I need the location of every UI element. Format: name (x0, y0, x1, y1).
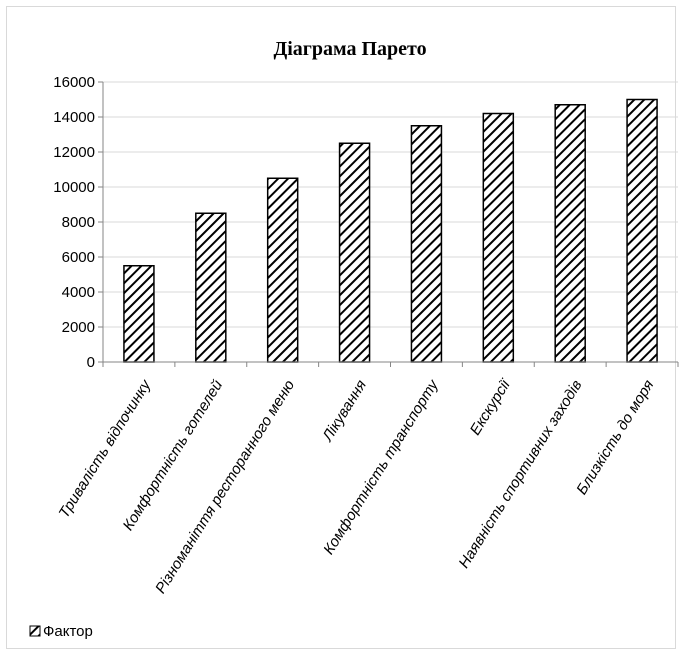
y-tick-label: 8000 (62, 214, 95, 231)
bar (554, 104, 586, 363)
y-axis-ticks: 0 2000 4000 6000 8000 10000 12000 14000 16000 (53, 74, 103, 371)
bar (482, 112, 515, 363)
legend-label: Фактор (43, 623, 93, 640)
bar (626, 98, 658, 363)
y-tick-label: 14000 (53, 109, 95, 126)
y-tick-label: 12000 (53, 144, 95, 161)
bar (195, 212, 227, 363)
chart-title: Діаграма Парето (273, 38, 426, 60)
y-tick-label: 16000 (53, 74, 95, 91)
x-category-label: Близкість до моря (573, 377, 657, 498)
bar (123, 265, 155, 363)
gridlines (103, 81, 678, 328)
x-category-label: Різноманіття ресторанного меню (152, 377, 298, 597)
bar (410, 125, 443, 363)
y-tick-label: 2000 (62, 319, 95, 336)
y-tick-label: 10000 (53, 179, 95, 196)
legend: Фактор (29, 623, 93, 640)
axes (102, 82, 679, 367)
y-tick-label: 4000 (62, 284, 95, 301)
bars (123, 98, 658, 363)
legend-swatch (29, 625, 41, 637)
bar (338, 142, 371, 363)
y-tick-label: 6000 (62, 249, 95, 266)
bar (266, 177, 299, 363)
x-category-label: Лікування (319, 377, 370, 445)
x-category-label: Екскурсії (467, 376, 515, 439)
x-category-label: Наявність спортивних заходів (455, 377, 585, 571)
y-tick-label: 0 (87, 354, 95, 371)
